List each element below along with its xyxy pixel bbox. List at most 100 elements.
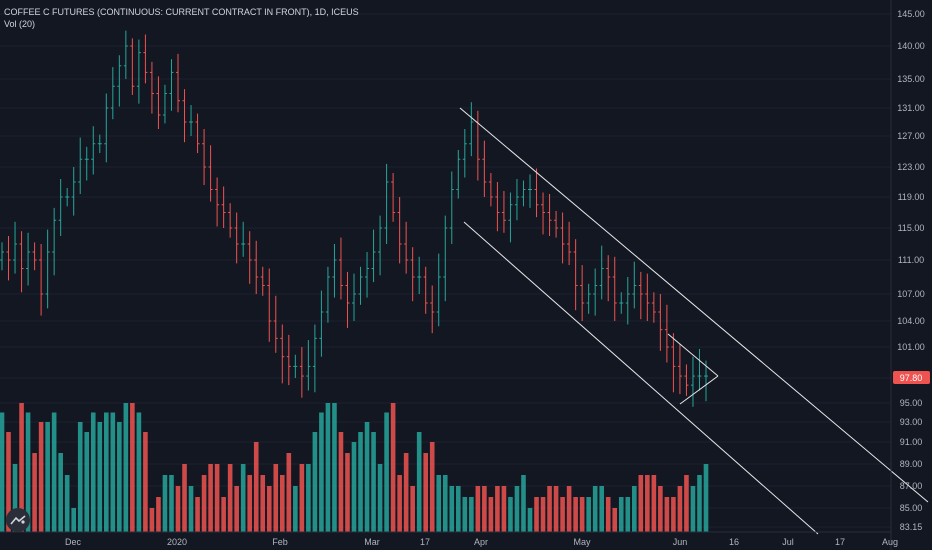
price-bar (619, 292, 624, 314)
volume-bar (521, 475, 526, 532)
volume-bar (631, 486, 637, 532)
triangle-upper-line[interactable] (667, 333, 719, 377)
volume-bar (214, 464, 220, 532)
price-tick-label: 101.00 (897, 342, 925, 352)
price-bar (338, 237, 343, 300)
lower-channel-line[interactable] (463, 221, 819, 535)
time-tick-label: Jun (673, 537, 688, 547)
time-axis[interactable]: Dec 2020 Feb Mar 17 Apr May Jun 16 Jul 17 Aug (65, 537, 898, 547)
price-bar (560, 212, 565, 264)
volume-indicator-label[interactable]: Vol (20) (4, 19, 36, 29)
time-tick-label: 16 (729, 537, 739, 547)
volume-bar (664, 497, 670, 532)
price-bar (554, 210, 559, 238)
volume-bar (553, 486, 559, 532)
volume-bar (84, 432, 90, 532)
volume-bar (377, 464, 383, 532)
price-tick-label: 123.00 (897, 162, 925, 172)
price-bar (97, 134, 102, 154)
price-bar (143, 34, 148, 84)
time-tick-label: 2020 (167, 537, 187, 547)
volume-bar (306, 464, 311, 532)
price-bar (123, 30, 128, 79)
volume-bar (592, 486, 598, 532)
price-bar (234, 212, 239, 264)
price-axis[interactable]: 83.15 85.00 87.00 89.00 91.00 93.00 95.00 101.0… (897, 9, 925, 532)
price-bar (202, 129, 207, 185)
volume-bar (436, 475, 442, 532)
price-tick-label: 119.00 (898, 192, 925, 202)
volume-bar (495, 486, 500, 532)
triangle-lower-line[interactable] (679, 375, 719, 405)
price-bar (247, 231, 252, 284)
upper-channel-line[interactable] (459, 107, 929, 503)
price-bar (404, 221, 409, 274)
price-bar (169, 59, 174, 111)
volume-bars (0, 403, 709, 532)
price-bar (567, 221, 572, 266)
volume-bar (605, 497, 611, 532)
volume-bar (260, 475, 266, 532)
price-bar (488, 173, 493, 207)
volume-bar (501, 486, 507, 532)
price-tick-label: 135.00 (897, 74, 925, 84)
time-tick-label: 17 (420, 537, 430, 547)
price-bar (91, 126, 96, 175)
volume-bar (651, 475, 657, 532)
symbol-title[interactable]: COFFEE C FUTURES (CONTINUOUS: CURRENT CO… (4, 7, 359, 17)
volume-bar (514, 486, 520, 532)
price-bar (469, 102, 474, 157)
price-bar (325, 266, 330, 323)
volume-bar (645, 475, 650, 532)
price-bar (267, 268, 272, 342)
price-tick-label: 85.00 (900, 503, 923, 513)
volume-bar (312, 432, 318, 532)
price-bar (293, 354, 298, 378)
price-bar (352, 273, 356, 321)
tradingview-icon[interactable] (6, 508, 30, 532)
price-bar (286, 334, 291, 386)
price-bar (664, 304, 669, 363)
volume-bar (195, 497, 200, 532)
volume-bar (508, 497, 513, 532)
volume-bar (599, 486, 605, 532)
price-bar (423, 266, 428, 314)
price-bar (0, 242, 4, 271)
price-bar (215, 177, 220, 227)
price-bar (156, 76, 161, 129)
price-bar (136, 39, 141, 104)
volume-bar (273, 464, 279, 532)
volume-bar (182, 464, 187, 532)
volume-bar (658, 486, 663, 532)
price-bar (26, 232, 31, 286)
price-bar (182, 89, 187, 143)
volume-bar (345, 453, 350, 532)
price-bar (65, 188, 70, 207)
volume-bar (234, 486, 239, 532)
volume-bar (397, 475, 402, 532)
volume-bar (117, 422, 122, 532)
price-bar (162, 84, 167, 124)
price-bar (697, 348, 702, 391)
price-bar (306, 340, 311, 391)
volume-bar (90, 412, 96, 532)
price-bar (130, 38, 135, 95)
volume-bar (58, 453, 63, 532)
time-tick-label: Dec (65, 537, 82, 547)
volume-bar (540, 497, 546, 532)
price-bar (508, 192, 513, 243)
price-bar (312, 324, 317, 393)
price-bar (677, 343, 682, 395)
volume-bar (429, 442, 435, 532)
channel-drawings[interactable] (459, 107, 929, 535)
volume-bar (325, 403, 331, 532)
volume-bar (488, 497, 494, 532)
price-bar (651, 292, 656, 323)
price-bar (228, 203, 233, 238)
price-bar (495, 182, 500, 232)
price-bar (58, 179, 63, 236)
time-tick-label: 17 (835, 537, 845, 547)
price-bar (149, 61, 154, 114)
